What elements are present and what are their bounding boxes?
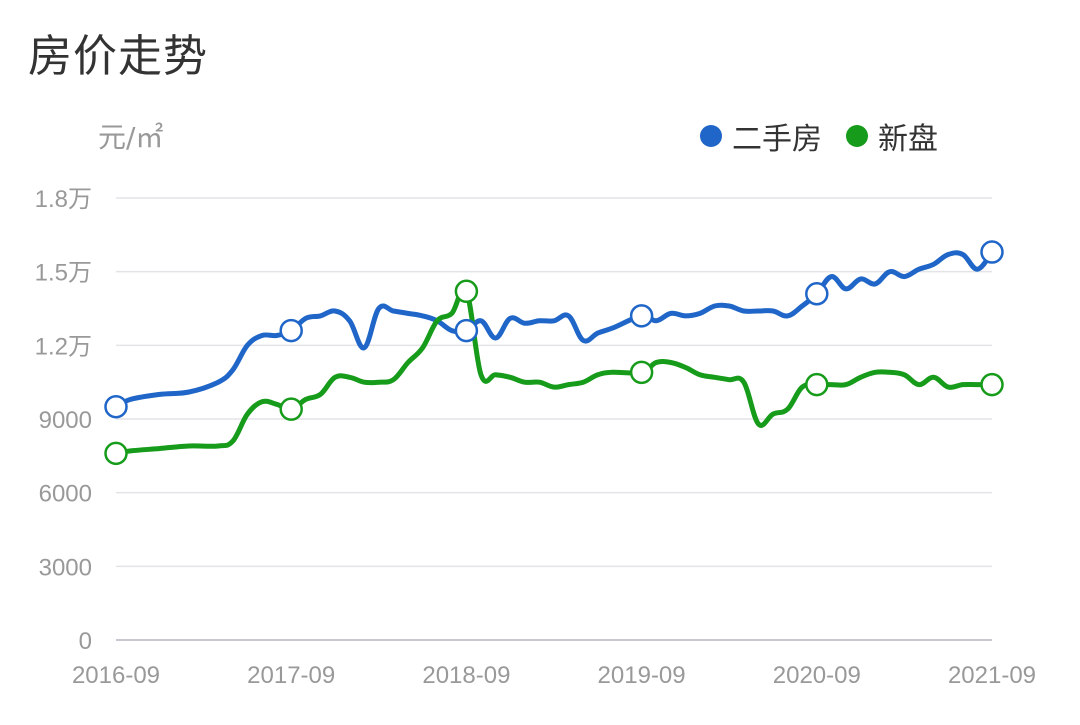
legend-dot-second-hand xyxy=(700,125,722,147)
y-tick-label: 1.8万 xyxy=(35,186,92,213)
data-point-marker xyxy=(454,318,479,343)
y-axis-ticks: 0 3000 6000 9000 1.2万 1.5万 1.8万 xyxy=(35,186,92,655)
x-tick-label: 2019-09 xyxy=(598,662,686,689)
data-point-marker xyxy=(104,394,128,419)
x-tick-label: 2017-09 xyxy=(247,662,335,689)
data-point-marker xyxy=(805,282,829,306)
data-point-marker xyxy=(629,304,654,328)
series-line-new-homes xyxy=(113,286,995,456)
legend-label-new-homes: 新盘 xyxy=(878,122,938,157)
series-lines xyxy=(113,249,995,456)
series-line-second-hand xyxy=(113,249,995,410)
y-tick-label: 1.2万 xyxy=(35,333,92,360)
legend-label-second-hand: 二手房 xyxy=(732,122,822,157)
data-point-marker xyxy=(629,360,654,385)
legend-item-new-homes[interactable]: 新盘 xyxy=(846,114,938,158)
x-tick-label: 2021-09 xyxy=(948,662,1036,689)
chart-legend: 二手房 新盘 xyxy=(700,114,938,158)
x-axis-ticks: 2016-09 2017-09 2018-09 2019-09 2020-09 2021-… xyxy=(72,662,1036,689)
data-point-marker xyxy=(980,372,1004,397)
data-point-marker xyxy=(980,240,1004,264)
x-tick-label: 2020-09 xyxy=(773,662,861,689)
x-tick-label: 2018-09 xyxy=(422,662,510,689)
data-point-marker xyxy=(279,318,303,343)
y-tick-label: 1.5万 xyxy=(35,260,92,287)
y-axis-unit-label: 元/㎡ xyxy=(98,121,164,154)
y-tick-label: 9000 xyxy=(39,407,92,434)
legend-item-second-hand[interactable]: 二手房 xyxy=(700,114,822,158)
x-tick-label: 2016-09 xyxy=(72,662,160,689)
data-point-marker xyxy=(279,397,303,421)
data-point-marker xyxy=(454,279,479,304)
y-tick-label: 3000 xyxy=(39,554,92,581)
data-point-marker xyxy=(104,441,128,466)
page-title: 房价走势 xyxy=(28,31,208,82)
legend-dot-new-homes xyxy=(846,125,868,147)
data-point-marker xyxy=(805,372,829,397)
y-tick-label: 6000 xyxy=(39,481,92,508)
series-markers xyxy=(104,240,1004,466)
y-tick-label: 0 xyxy=(79,628,92,655)
grid-layer xyxy=(116,197,992,641)
